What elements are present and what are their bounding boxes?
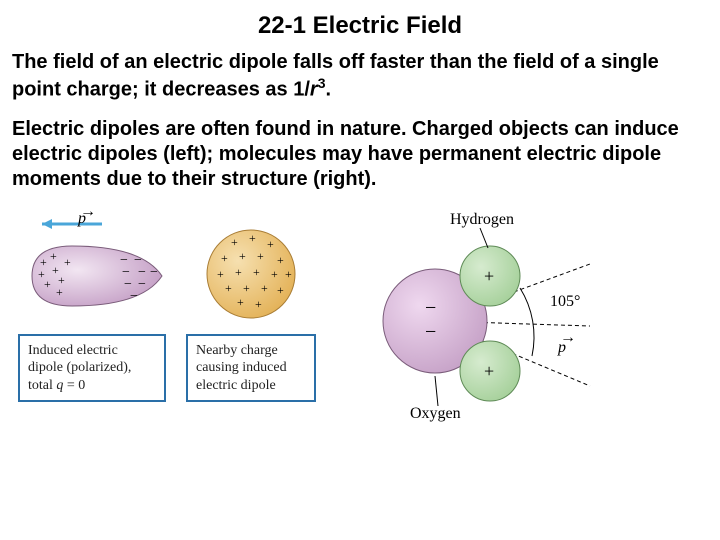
hydrogen-label: Hydrogen xyxy=(450,211,514,228)
caption-text: = 0 xyxy=(63,378,85,393)
caption-line: total q = 0 xyxy=(28,377,156,395)
plus-icon: + xyxy=(231,235,238,249)
minus-icon: − xyxy=(130,289,138,304)
caption-line: dipole (polarized), xyxy=(28,359,156,377)
plus-icon: + xyxy=(237,295,244,309)
plus-icon: + xyxy=(221,251,228,265)
hydrogen-label-line xyxy=(480,228,488,248)
caption-line: electric dipole xyxy=(196,377,306,395)
para1-text-pre: The field of an electric dipole falls of… xyxy=(12,51,659,101)
plus-icon: + xyxy=(285,267,292,281)
plus-icon: + xyxy=(44,277,51,291)
angle-label: 105° xyxy=(550,293,580,310)
plus-icon: + xyxy=(261,281,268,295)
caption-line: Nearby charge xyxy=(196,342,306,360)
plus-icon: + xyxy=(56,285,63,299)
oxygen-label: Oxygen xyxy=(410,405,461,422)
dipole-vector-label-p: p xyxy=(77,210,86,227)
plus-icon: + xyxy=(243,281,250,295)
minus-icon: − xyxy=(425,321,436,343)
plus-icon: + xyxy=(484,361,494,381)
para1-text-post: . xyxy=(326,79,332,101)
plus-icon: + xyxy=(271,267,278,281)
para1-exp: 3 xyxy=(318,75,326,91)
plus-icon: + xyxy=(235,265,242,279)
angle-arc xyxy=(520,288,534,356)
plus-icon: + xyxy=(50,249,57,263)
caption-nearby-charge: Nearby charge causing induced electric d… xyxy=(186,334,316,403)
page-title: 22-1 Electric Field xyxy=(12,12,708,40)
plus-icon: + xyxy=(255,297,262,311)
water-molecule-svg: − − + + Hydrogen Oxygen 105° → p xyxy=(350,206,610,426)
dipole-vector-arrowhead xyxy=(42,219,52,229)
minus-icon: − xyxy=(150,265,158,280)
minus-icon: − xyxy=(138,277,146,292)
para1-var: r xyxy=(310,79,318,101)
plus-icon: + xyxy=(484,266,494,286)
molecule-vector-label-p: p xyxy=(557,339,566,356)
plus-icon: + xyxy=(239,249,246,263)
plus-icon: + xyxy=(253,265,260,279)
induced-dipole-svg: → p + + + + + + + + − − − − − xyxy=(12,206,172,326)
minus-icon: − xyxy=(425,297,436,319)
paragraph-1: The field of an electric dipole falls of… xyxy=(12,50,708,103)
figures-row: → p + + + + + + + + − − − − − xyxy=(12,206,708,426)
plus-icon: + xyxy=(267,237,274,251)
plus-icon: + xyxy=(249,231,256,245)
figure-water-molecule: − − + + Hydrogen Oxygen 105° → p xyxy=(350,206,610,426)
plus-icon: + xyxy=(257,249,264,263)
caption-induced-dipole: Induced electric dipole (polarized), tot… xyxy=(18,334,166,403)
paragraph-2: Electric dipoles are often found in natu… xyxy=(12,117,708,192)
plus-icon: + xyxy=(217,267,224,281)
plus-icon: + xyxy=(277,253,284,267)
plus-icon: + xyxy=(277,283,284,297)
plus-icon: + xyxy=(225,281,232,295)
plus-icon: + xyxy=(64,255,71,269)
caption-text: total xyxy=(28,378,56,393)
caption-line: causing induced xyxy=(196,359,306,377)
figure-nearby-charge: + + + + + + + + + + + + + + + + + + Near… xyxy=(186,206,316,403)
oxygen-label-line xyxy=(435,376,438,406)
figure-induced-dipole: → p + + + + + + + + − − − − − xyxy=(12,206,172,403)
nearby-charge-svg: + + + + + + + + + + + + + + + + + + xyxy=(191,206,311,326)
caption-line: Induced electric xyxy=(28,342,156,360)
